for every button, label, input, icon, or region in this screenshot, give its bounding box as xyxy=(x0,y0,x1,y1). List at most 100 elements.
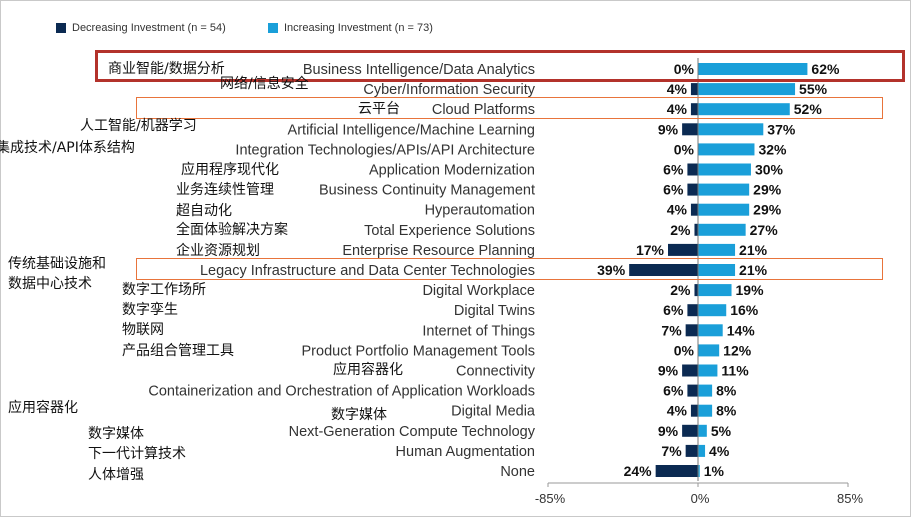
x-tick-label: 0% xyxy=(691,491,710,506)
bar-increasing xyxy=(698,324,723,337)
zh-annotation: 数字孪生 xyxy=(122,302,178,318)
category-label: Artificial Intelligence/Machine Learning xyxy=(288,122,535,138)
data-label-increasing: 1% xyxy=(704,463,725,479)
data-label-decreasing: 6% xyxy=(663,182,684,198)
bar-decreasing xyxy=(694,223,698,236)
zh-annotation: 人工智能/机器学习 xyxy=(80,118,197,134)
category-label: Enterprise Resource Planning xyxy=(342,243,535,259)
data-label-increasing: 37% xyxy=(767,121,796,137)
category-label: Legacy Infrastructure and Data Center Te… xyxy=(200,263,535,279)
category-label: Connectivity xyxy=(456,364,536,380)
bar-increasing xyxy=(698,83,796,96)
bar-decreasing xyxy=(685,444,698,457)
data-label-increasing: 4% xyxy=(709,443,730,459)
bar-decreasing xyxy=(682,123,698,136)
bar-increasing xyxy=(698,384,713,397)
data-label-decreasing: 4% xyxy=(667,101,688,117)
data-label-increasing: 55% xyxy=(799,81,828,97)
category-label: None xyxy=(500,464,535,480)
data-label-increasing: 29% xyxy=(753,182,782,198)
bar-decreasing xyxy=(690,203,698,216)
bar-decreasing xyxy=(682,364,698,377)
bar-increasing xyxy=(698,264,736,276)
zh-annotation: 下一代计算技术 xyxy=(88,446,186,462)
zh-annotation: 人体增强 xyxy=(88,467,144,483)
bar-increasing xyxy=(698,203,750,216)
category-label: Digital Twins xyxy=(454,303,535,319)
highlight-box-business-intelligence xyxy=(95,50,905,82)
data-label-decreasing: 7% xyxy=(661,322,682,338)
legend-swatch-decreasing xyxy=(56,23,66,33)
zh-annotation: 应用程序现代化 xyxy=(181,162,279,178)
bar-increasing xyxy=(698,284,732,297)
data-label-decreasing: 4% xyxy=(667,403,688,419)
data-label-decreasing: 0% xyxy=(674,61,695,77)
bar-decreasing xyxy=(687,163,698,176)
legend-swatch-increasing xyxy=(268,23,278,33)
category-label: Hyperautomation xyxy=(425,203,535,219)
bar-decreasing xyxy=(655,465,698,477)
bar-increasing xyxy=(698,364,718,377)
zh-annotation: 应用容器化 xyxy=(333,362,403,378)
data-label-increasing: 62% xyxy=(811,61,840,77)
bar-increasing xyxy=(698,143,755,156)
data-label-increasing: 21% xyxy=(739,262,768,278)
zh-annotation: 数字媒体 xyxy=(88,426,144,442)
legend-increasing: Increasing Investment (n = 73) xyxy=(268,22,433,34)
bar-increasing xyxy=(698,63,808,75)
category-label: Integration Technologies/APIs/API Archit… xyxy=(235,142,535,158)
category-label: Next-Generation Compute Technology xyxy=(289,424,536,440)
data-label-increasing: 8% xyxy=(716,383,737,399)
data-label-decreasing: 0% xyxy=(674,342,695,358)
zh-annotation: 全面体验解决方案 xyxy=(176,222,288,238)
data-label-increasing: 8% xyxy=(716,403,737,419)
zh-annotation: 超自动化 xyxy=(176,203,232,219)
data-label-decreasing: 2% xyxy=(670,282,691,298)
category-label: Digital Media xyxy=(451,404,536,420)
bar-decreasing xyxy=(682,424,698,437)
bar-increasing xyxy=(698,344,720,357)
highlight-box-legacy-infrastructure xyxy=(136,258,883,280)
bar-decreasing xyxy=(687,304,698,317)
data-label-increasing: 16% xyxy=(730,302,759,318)
category-label: Application Modernization xyxy=(369,163,535,179)
zh-annotation: 云平台 xyxy=(358,101,400,117)
zh-annotation: 物联网 xyxy=(122,322,164,338)
bar-increasing xyxy=(698,123,764,136)
data-label-decreasing: 6% xyxy=(663,162,684,178)
data-label-decreasing: 9% xyxy=(658,121,679,137)
bar-increasing xyxy=(698,243,736,256)
data-label-increasing: 19% xyxy=(736,282,765,298)
highlight-box-cloud-platforms xyxy=(136,97,883,119)
data-label-decreasing: 6% xyxy=(663,383,684,399)
zh-annotation: 数字工作场所 xyxy=(122,282,206,298)
bar-decreasing xyxy=(629,264,698,276)
bar-increasing xyxy=(698,465,700,477)
data-label-decreasing: 9% xyxy=(658,423,679,439)
category-label: Product Portfolio Management Tools xyxy=(302,343,535,359)
bar-increasing xyxy=(698,444,706,457)
x-tick-label: -85% xyxy=(535,491,566,506)
zh-annotation: 集成技术/API体系结构 xyxy=(0,140,135,156)
category-label: Business Intelligence/Data Analytics xyxy=(303,62,535,78)
data-label-decreasing: 0% xyxy=(674,141,695,157)
zh-annotation: 业务连续性管理 xyxy=(176,182,274,198)
bar-increasing xyxy=(698,304,727,317)
data-label-decreasing: 4% xyxy=(667,81,688,97)
legend-label-decreasing: Decreasing Investment (n = 54) xyxy=(72,22,226,34)
zh-annotation: 产品组合管理工具 xyxy=(122,343,234,359)
bar-decreasing xyxy=(690,83,698,96)
legend-decreasing: Decreasing Investment (n = 54) xyxy=(56,22,226,34)
data-label-increasing: 21% xyxy=(739,242,768,258)
data-label-increasing: 14% xyxy=(727,322,756,338)
bar-increasing xyxy=(698,424,707,437)
bar-decreasing xyxy=(687,384,698,397)
data-label-decreasing: 6% xyxy=(663,302,684,318)
bar-decreasing xyxy=(690,404,698,417)
category-label: Cloud Platforms xyxy=(432,102,535,118)
data-label-increasing: 12% xyxy=(723,342,752,358)
data-label-decreasing: 4% xyxy=(667,202,688,218)
bar-increasing xyxy=(698,103,790,116)
data-label-increasing: 32% xyxy=(758,141,787,157)
